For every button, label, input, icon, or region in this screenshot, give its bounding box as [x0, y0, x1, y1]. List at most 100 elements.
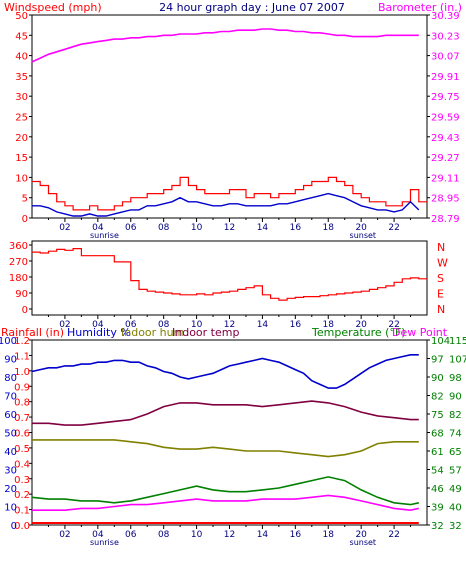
- legend-indoor-hum: Indoor hum: [121, 326, 184, 339]
- temp-b-tick-label: 49: [449, 484, 462, 495]
- indoor-hum-line: [32, 439, 419, 458]
- x-tick-label: 20: [355, 320, 367, 330]
- temperature-line: [31, 476, 419, 506]
- x-tick-label: 12: [224, 530, 235, 540]
- rain-tick-label: 1.0: [14, 367, 30, 378]
- x-tick-label: 14: [257, 530, 269, 540]
- windspeed-tick-label: 45: [15, 31, 28, 42]
- temp-b-tick-label: 82: [449, 410, 462, 421]
- x-tick-label: 16: [290, 223, 302, 233]
- legend-rainfall: Rainfall (in): [1, 326, 64, 339]
- x-tick-label: 06: [125, 223, 137, 233]
- x-tick-label: 14: [257, 320, 269, 330]
- humidity-tick-label: 90: [4, 355, 17, 366]
- wind-panel-series: [31, 28, 427, 217]
- barometer-tick-label: 30.23: [431, 31, 460, 42]
- rain-tick-label: 0.0: [14, 521, 30, 532]
- windspeed-tick-label: 50: [15, 11, 28, 22]
- windspeed-tick-label: 0: [22, 214, 28, 225]
- rain-tick-label: 0.3: [14, 475, 30, 486]
- wind-panel-axes: 5045403530252015105030.3930.2330.0729.91…: [15, 11, 459, 240]
- x-tick-label: 22: [388, 320, 399, 330]
- windspeed-tick-label: 35: [15, 72, 28, 83]
- barometer-tick-label: 30.07: [431, 52, 460, 63]
- windspeed-tick-label: 10: [15, 173, 28, 184]
- humidity-tick-label: 30: [4, 466, 17, 477]
- humidity-tick-label: 70: [4, 392, 17, 403]
- temp-b-tick-label: 115: [449, 336, 466, 347]
- x-tick-label: 18: [323, 530, 335, 540]
- graph-day-title: 24 hour graph day : June 07 2007: [159, 1, 345, 14]
- x-tick-label: 18: [323, 320, 335, 330]
- compass-label: W: [437, 257, 448, 270]
- humidity-tick-label: 40: [4, 447, 17, 458]
- barometer-tick-label: 28.95: [431, 194, 460, 205]
- barometer-title: Barometer (in.): [378, 1, 462, 14]
- temp-a-tick-label: 68: [431, 429, 444, 440]
- compass-label: N: [437, 241, 445, 254]
- direction-tick-label: 360: [9, 241, 28, 252]
- rain-tick-label: 0.8: [14, 398, 30, 409]
- x-tick-label: 20: [355, 223, 367, 233]
- barometer-line: [31, 28, 419, 63]
- direction-tick-label: 90: [15, 289, 28, 300]
- x-tick-label: 18: [323, 223, 335, 233]
- x-tick-label: 06: [125, 320, 137, 330]
- rain-tick-label: 1.2: [14, 336, 30, 347]
- windspeed-tick-label: 5: [22, 194, 28, 205]
- temp-a-tick-label: 97: [431, 355, 444, 366]
- barometer-tick-label: 30.39: [431, 11, 460, 22]
- x-tick-label: 08: [158, 223, 170, 233]
- x-tick-label: 10: [191, 530, 203, 540]
- legend-humidity: Humidity %: [67, 326, 131, 339]
- x-tick-label: 04: [92, 530, 104, 540]
- windspeed-tick-label: 25: [15, 113, 28, 124]
- barometer-tick-label: 29.91: [431, 72, 460, 83]
- humidity-line: [31, 353, 419, 389]
- humidity-tick-label: 0: [11, 521, 17, 532]
- barometer-tick-label: 29.27: [431, 153, 460, 164]
- x-tick-label: 02: [59, 223, 70, 233]
- barometer-tick-label: 29.75: [431, 92, 460, 103]
- dew-point-line: [32, 494, 419, 512]
- barometer-tick-label: 29.59: [431, 113, 460, 124]
- wind-average-line: [32, 192, 420, 217]
- temp-panel-series: [31, 353, 419, 524]
- windspeed-tick-label: 30: [15, 92, 28, 103]
- barometer-tick-label: 28.79: [431, 214, 460, 225]
- sunrise-label: sunrise: [90, 231, 119, 240]
- windspeed-title: Windspeed (mph): [4, 1, 102, 14]
- sunset-label: sunset: [350, 231, 377, 240]
- rain-tick-label: 0.2: [14, 490, 30, 501]
- rain-tick-label: 0.7: [14, 413, 30, 424]
- windspeed-tick-label: 20: [15, 133, 28, 144]
- x-tick-label: 08: [158, 530, 170, 540]
- temp-b-tick-label: 57: [449, 466, 462, 477]
- x-tick-label: 10: [191, 223, 203, 233]
- compass-label: S: [437, 272, 444, 285]
- humidity-tick-label: 10: [4, 503, 17, 514]
- temp-b-tick-label: 40: [449, 503, 462, 514]
- barometer-tick-label: 29.43: [431, 133, 460, 144]
- windspeed-tick-label: 15: [15, 153, 28, 164]
- x-tick-label: 12: [224, 223, 235, 233]
- temp-b-tick-label: 32: [449, 521, 462, 532]
- temp-b-tick-label: 98: [449, 373, 462, 384]
- humidity-tick-label: 100: [0, 336, 17, 347]
- rain-tick-label: 0.9: [14, 382, 30, 393]
- x-tick-label: 02: [59, 320, 70, 330]
- temp-b-tick-label: 107: [449, 355, 466, 366]
- rain-tick-label: 1.1: [14, 351, 30, 362]
- temp-b-tick-label: 90: [449, 392, 462, 403]
- indoor-temp-line: [32, 400, 419, 426]
- rain-tick-label: 0.5: [14, 444, 30, 455]
- temp-panel-axes: 1.2 1.1 1.0 0.9 0.8 0.7 0.6 0.5 0.4 0.3 0.2 0.1 0.0 1…: [0, 336, 466, 547]
- x-tick-label: 04: [92, 320, 104, 330]
- x-tick-label: 02: [59, 530, 70, 540]
- legend-indoor-temp: Indoor temp: [172, 326, 239, 339]
- x-tick-label: 06: [125, 530, 137, 540]
- temp-a-tick-label: 90: [431, 373, 444, 384]
- temp-b-tick-label: 65: [449, 447, 462, 458]
